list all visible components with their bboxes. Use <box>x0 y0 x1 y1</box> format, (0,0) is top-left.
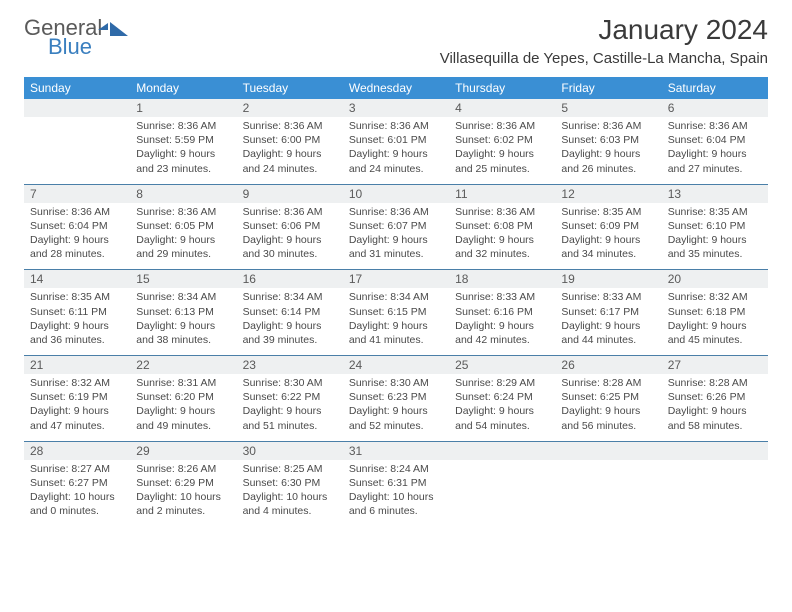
day-number: 6 <box>662 99 768 117</box>
weekday-header: Friday <box>555 77 661 99</box>
weekday-header: Wednesday <box>343 77 449 99</box>
title-block: January 2024 Villasequilla de Yepes, Cas… <box>440 14 768 71</box>
day-detail: Sunrise: 8:29 AMSunset: 6:24 PMDaylight:… <box>449 374 555 441</box>
day-detail: Sunrise: 8:32 AMSunset: 6:18 PMDaylight:… <box>662 288 768 355</box>
day-number: 15 <box>130 270 236 289</box>
day-number: 4 <box>449 99 555 117</box>
day-number: 25 <box>449 356 555 375</box>
day-number: 2 <box>237 99 343 117</box>
day-detail: Sunrise: 8:28 AMSunset: 6:26 PMDaylight:… <box>662 374 768 441</box>
day-detail: Sunrise: 8:33 AMSunset: 6:16 PMDaylight:… <box>449 288 555 355</box>
day-number: 13 <box>662 184 768 203</box>
logo-triangle-icon <box>98 23 108 30</box>
day-number: 17 <box>343 270 449 289</box>
weekday-header: Sunday <box>24 77 130 99</box>
day-number <box>662 441 768 460</box>
logo-triangle-icon <box>110 22 128 36</box>
weekday-header: Thursday <box>449 77 555 99</box>
day-detail: Sunrise: 8:30 AMSunset: 6:23 PMDaylight:… <box>343 374 449 441</box>
day-detail: Sunrise: 8:36 AMSunset: 6:00 PMDaylight:… <box>237 117 343 184</box>
day-number <box>555 441 661 460</box>
day-number: 24 <box>343 356 449 375</box>
day-number-row: 14 15 16 17 18 19 20 <box>24 270 768 289</box>
day-number: 26 <box>555 356 661 375</box>
brand-logo: General Blue <box>24 14 128 58</box>
day-number: 10 <box>343 184 449 203</box>
day-detail-row: Sunrise: 8:35 AMSunset: 6:11 PMDaylight:… <box>24 288 768 355</box>
day-detail: Sunrise: 8:33 AMSunset: 6:17 PMDaylight:… <box>555 288 661 355</box>
day-number: 8 <box>130 184 236 203</box>
day-detail: Sunrise: 8:36 AMSunset: 6:02 PMDaylight:… <box>449 117 555 184</box>
day-detail: Sunrise: 8:36 AMSunset: 6:07 PMDaylight:… <box>343 203 449 270</box>
day-detail <box>555 460 661 527</box>
day-number-row: 28 29 30 31 <box>24 441 768 460</box>
day-number: 27 <box>662 356 768 375</box>
day-number-row: 1 2 3 4 5 6 <box>24 99 768 117</box>
day-number: 22 <box>130 356 236 375</box>
weekday-header: Saturday <box>662 77 768 99</box>
day-detail: Sunrise: 8:30 AMSunset: 6:22 PMDaylight:… <box>237 374 343 441</box>
day-detail: Sunrise: 8:24 AMSunset: 6:31 PMDaylight:… <box>343 460 449 527</box>
day-detail: Sunrise: 8:25 AMSunset: 6:30 PMDaylight:… <box>237 460 343 527</box>
day-number: 5 <box>555 99 661 117</box>
day-detail: Sunrise: 8:35 AMSunset: 6:11 PMDaylight:… <box>24 288 130 355</box>
day-detail-row: Sunrise: 8:32 AMSunset: 6:19 PMDaylight:… <box>24 374 768 441</box>
day-detail: Sunrise: 8:36 AMSunset: 6:03 PMDaylight:… <box>555 117 661 184</box>
day-detail: Sunrise: 8:34 AMSunset: 6:13 PMDaylight:… <box>130 288 236 355</box>
day-detail: Sunrise: 8:35 AMSunset: 6:10 PMDaylight:… <box>662 203 768 270</box>
calendar-table: Sunday Monday Tuesday Wednesday Thursday… <box>24 77 768 526</box>
day-number: 18 <box>449 270 555 289</box>
day-number: 23 <box>237 356 343 375</box>
day-detail <box>449 460 555 527</box>
day-detail: Sunrise: 8:26 AMSunset: 6:29 PMDaylight:… <box>130 460 236 527</box>
day-detail: Sunrise: 8:36 AMSunset: 6:01 PMDaylight:… <box>343 117 449 184</box>
day-detail: Sunrise: 8:36 AMSunset: 6:08 PMDaylight:… <box>449 203 555 270</box>
day-detail: Sunrise: 8:32 AMSunset: 6:19 PMDaylight:… <box>24 374 130 441</box>
day-detail <box>24 117 130 184</box>
day-number: 20 <box>662 270 768 289</box>
day-detail: Sunrise: 8:28 AMSunset: 6:25 PMDaylight:… <box>555 374 661 441</box>
day-number: 11 <box>449 184 555 203</box>
page-header: General Blue January 2024 Villasequilla … <box>24 14 768 71</box>
day-detail: Sunrise: 8:34 AMSunset: 6:15 PMDaylight:… <box>343 288 449 355</box>
day-number: 12 <box>555 184 661 203</box>
day-number: 19 <box>555 270 661 289</box>
day-detail-row: Sunrise: 8:27 AMSunset: 6:27 PMDaylight:… <box>24 460 768 527</box>
day-detail-row: Sunrise: 8:36 AMSunset: 5:59 PMDaylight:… <box>24 117 768 184</box>
day-number: 28 <box>24 441 130 460</box>
month-title: January 2024 <box>440 14 768 46</box>
day-detail: Sunrise: 8:36 AMSunset: 6:05 PMDaylight:… <box>130 203 236 270</box>
day-number-row: 21 22 23 24 25 26 27 <box>24 356 768 375</box>
day-number: 3 <box>343 99 449 117</box>
day-detail: Sunrise: 8:31 AMSunset: 6:20 PMDaylight:… <box>130 374 236 441</box>
logo-text-blue: Blue <box>48 37 102 58</box>
day-detail: Sunrise: 8:35 AMSunset: 6:09 PMDaylight:… <box>555 203 661 270</box>
day-detail: Sunrise: 8:34 AMSunset: 6:14 PMDaylight:… <box>237 288 343 355</box>
day-number: 1 <box>130 99 236 117</box>
day-number: 9 <box>237 184 343 203</box>
day-number <box>24 99 130 117</box>
day-number: 14 <box>24 270 130 289</box>
day-detail: Sunrise: 8:27 AMSunset: 6:27 PMDaylight:… <box>24 460 130 527</box>
weekday-header: Tuesday <box>237 77 343 99</box>
weekday-header: Monday <box>130 77 236 99</box>
day-detail: Sunrise: 8:36 AMSunset: 6:06 PMDaylight:… <box>237 203 343 270</box>
day-detail: Sunrise: 8:36 AMSunset: 5:59 PMDaylight:… <box>130 117 236 184</box>
weekday-header-row: Sunday Monday Tuesday Wednesday Thursday… <box>24 77 768 99</box>
day-number-row: 7 8 9 10 11 12 13 <box>24 184 768 203</box>
day-detail: Sunrise: 8:36 AMSunset: 6:04 PMDaylight:… <box>662 117 768 184</box>
day-number: 21 <box>24 356 130 375</box>
day-number: 31 <box>343 441 449 460</box>
day-detail: Sunrise: 8:36 AMSunset: 6:04 PMDaylight:… <box>24 203 130 270</box>
day-number: 30 <box>237 441 343 460</box>
day-number: 16 <box>237 270 343 289</box>
day-number: 7 <box>24 184 130 203</box>
location-subtitle: Villasequilla de Yepes, Castille-La Manc… <box>440 50 768 67</box>
day-detail-row: Sunrise: 8:36 AMSunset: 6:04 PMDaylight:… <box>24 203 768 270</box>
day-number <box>449 441 555 460</box>
day-number: 29 <box>130 441 236 460</box>
day-detail <box>662 460 768 527</box>
calendar-body: 1 2 3 4 5 6 Sunrise: 8:36 AMSunset: 5:59… <box>24 99 768 526</box>
